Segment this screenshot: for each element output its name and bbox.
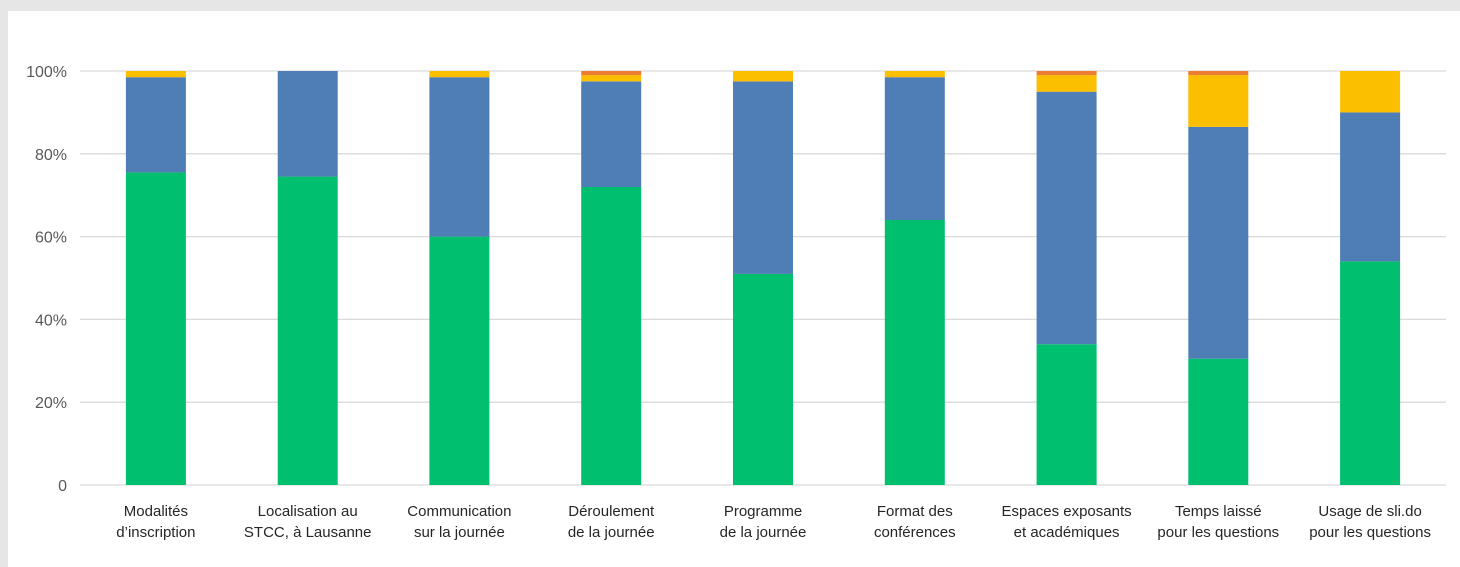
- y-tick-label: 60%: [35, 230, 67, 247]
- bar-segment: [733, 71, 793, 82]
- bar-segment: [884, 77, 945, 220]
- bar-segment: [277, 176, 338, 485]
- bar-segment: [1036, 75, 1097, 92]
- bar-segment: [884, 71, 945, 78]
- category-label: Déroulement de la journée: [568, 503, 655, 541]
- bar-segment: [1188, 75, 1249, 127]
- bar-segment: [581, 186, 642, 485]
- y-tick-label: 0: [58, 478, 67, 495]
- y-tick-label: 40%: [35, 312, 67, 329]
- category-label: Modalités d’inscription: [116, 503, 195, 541]
- category-label: Programme de la journée: [720, 503, 807, 541]
- category-label: Format des conférences: [874, 503, 956, 541]
- bar-segment: [1036, 91, 1097, 345]
- bar-segment: [429, 71, 490, 78]
- bar-segment: [1036, 71, 1097, 76]
- bar-segment: [1340, 261, 1401, 485]
- bar-segment: [1188, 126, 1249, 359]
- y-tick-label: 20%: [35, 395, 67, 412]
- x-axis-labels: Modalités d’inscription Localisation au STC…: [116, 503, 1431, 541]
- bar-segment: [581, 75, 642, 82]
- bar-segment: [884, 220, 945, 485]
- bar-segment: [277, 71, 338, 177]
- y-tick-label: 80%: [35, 147, 67, 164]
- category-label: Localisation au STCC, à Lausanne: [244, 503, 372, 541]
- bar-segment: [1340, 112, 1401, 262]
- bar-segment: [1188, 71, 1249, 76]
- bar-segment: [125, 172, 186, 485]
- bar-segment: [733, 81, 793, 274]
- bar-segment: [733, 273, 793, 485]
- category-label: Communication sur la journée: [407, 503, 511, 541]
- bar-segment: [429, 77, 490, 237]
- y-tick-label: 100%: [26, 64, 67, 81]
- bar-segment: [1036, 344, 1097, 485]
- category-label: Espaces exposants et académiques: [1002, 503, 1132, 541]
- bar-segment: [1340, 71, 1401, 113]
- y-axis-ticks: 0 20% 40% 60% 80% 100%: [26, 64, 67, 495]
- category-label: Usage de sli.do pour les questions: [1309, 503, 1431, 541]
- bar-segment: [581, 71, 642, 76]
- bar-segment: [125, 71, 186, 78]
- bar-segment: [1188, 358, 1249, 485]
- bar-segment: [429, 236, 490, 485]
- category-label: Temps laissé pour les questions: [1157, 503, 1279, 541]
- bar-segment: [581, 81, 642, 187]
- bar-segment: [125, 77, 186, 173]
- bars: [125, 71, 1401, 485]
